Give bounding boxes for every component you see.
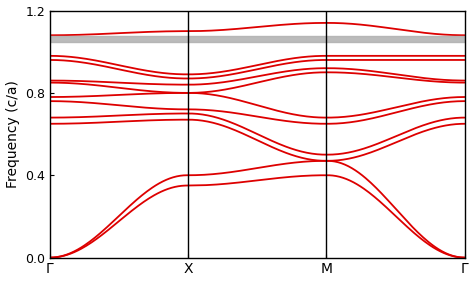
- Bar: [50, 36, 465, 43]
- Y-axis label: Frequency (c/a): Frequency (c/a): [6, 80, 19, 188]
